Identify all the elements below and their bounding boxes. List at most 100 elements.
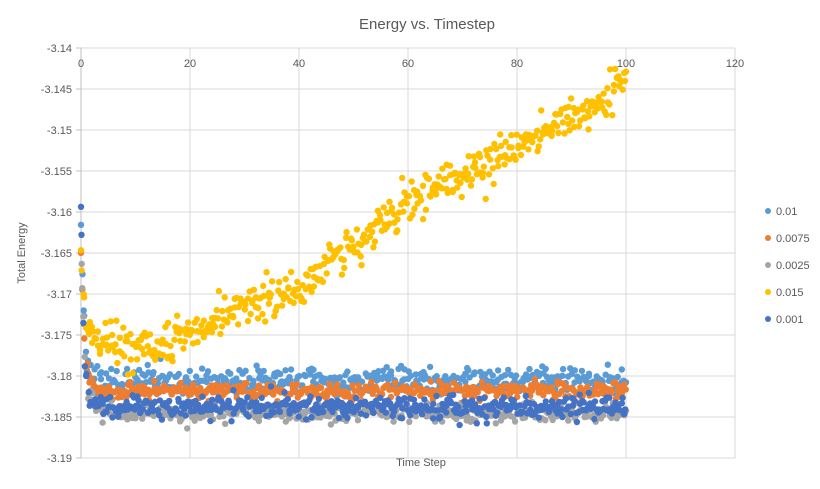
scatter-point — [252, 391, 260, 398]
scatter-point — [90, 328, 97, 335]
scatter-point — [494, 409, 501, 416]
scatter-point — [565, 417, 572, 424]
scatter-point — [408, 178, 415, 185]
scatter-point — [583, 413, 590, 420]
legend-label: 0.015 — [776, 287, 804, 299]
scatter-point — [585, 389, 592, 397]
scatter-point — [371, 238, 379, 245]
scatter-point — [159, 351, 167, 359]
series-0.001 — [77, 203, 629, 429]
scatter-point — [323, 393, 331, 400]
scatter-point — [399, 405, 406, 412]
scatter-point — [559, 365, 567, 373]
scatter-point — [127, 330, 134, 338]
legend-item-0.0025[interactable]: 0.0025 — [765, 260, 810, 272]
scatter-point — [343, 228, 350, 236]
scatter-point — [228, 418, 235, 425]
scatter-point — [123, 393, 130, 401]
scatter-point — [132, 415, 139, 422]
scatter-point — [516, 402, 524, 409]
scatter-point — [107, 318, 114, 325]
scatter-point — [103, 334, 111, 341]
scatter-point — [542, 122, 550, 130]
y-tick-label: -3.18 — [47, 371, 72, 383]
y-tick-label: -3.16 — [47, 207, 72, 219]
scatter-point — [487, 156, 494, 163]
x-tick-label: 100 — [617, 58, 635, 70]
scatter-point — [242, 367, 249, 374]
scatter-point — [489, 372, 496, 379]
scatter-point — [270, 409, 278, 416]
scatter-point — [479, 169, 487, 177]
scatter-point — [166, 371, 174, 378]
legend-item-0.001[interactable]: 0.001 — [765, 314, 804, 326]
scatter-point — [286, 410, 293, 417]
scatter-point — [265, 402, 273, 409]
scatter-point — [375, 368, 382, 375]
scatter-point — [92, 335, 100, 342]
scatter-point — [386, 220, 393, 227]
legend-label: 0.0025 — [776, 260, 810, 272]
scatter-point — [121, 353, 128, 360]
scatter-point — [400, 208, 407, 215]
scatter-point — [78, 267, 85, 274]
scatter-point — [308, 413, 315, 421]
scatter-point — [280, 381, 287, 388]
y-tick-label: -3.165 — [41, 248, 72, 260]
scatter-point — [287, 268, 295, 276]
scatter-point — [290, 299, 297, 306]
legend-item-0.0075[interactable]: 0.0075 — [765, 233, 810, 245]
scatter-point — [380, 204, 387, 211]
x-tick-label: 120 — [726, 58, 744, 70]
scatter-point — [580, 399, 587, 406]
scatter-point — [443, 402, 450, 409]
scatter-point — [606, 394, 613, 401]
scatter-point — [598, 98, 605, 105]
scatter-point — [175, 398, 182, 405]
scatter-point — [276, 278, 283, 286]
scatter-point — [344, 414, 351, 422]
scatter-point — [187, 391, 195, 398]
x-tick-label: 80 — [511, 58, 523, 70]
scatter-point — [250, 377, 257, 384]
scatter-point — [321, 375, 329, 383]
scatter-point — [169, 358, 176, 365]
scatter-point — [537, 136, 544, 143]
legend-item-0.01[interactable]: 0.01 — [765, 206, 797, 218]
scatter-point — [462, 378, 469, 386]
scatter-point — [510, 397, 517, 404]
scatter-point — [542, 417, 549, 424]
legend-marker-icon — [765, 262, 771, 268]
scatter-point — [508, 144, 515, 151]
scatter-point — [217, 382, 225, 390]
legend-label: 0.01 — [776, 206, 797, 218]
scatter-point — [573, 418, 581, 426]
scatter-point — [250, 286, 258, 293]
scatter-point — [618, 400, 625, 407]
scatter-point — [224, 319, 231, 326]
scatter-point — [282, 275, 289, 283]
scatter-point — [439, 165, 446, 172]
legend-item-0.015[interactable]: 0.015 — [765, 287, 804, 299]
scatter-point — [180, 345, 187, 352]
scatter-point — [102, 370, 110, 377]
scatter-point — [405, 193, 413, 200]
scatter-point — [191, 407, 198, 414]
scatter-point — [419, 215, 427, 223]
scatter-point — [194, 338, 201, 346]
scatter-point — [94, 363, 101, 370]
scatter-point — [118, 393, 126, 401]
scatter-point — [553, 122, 561, 130]
scatter-point — [386, 198, 393, 205]
scatter-point — [376, 212, 384, 219]
scatter-point — [569, 117, 576, 124]
scatter-point — [77, 203, 85, 210]
scatter-point — [567, 95, 575, 102]
scatter-point — [621, 77, 629, 85]
scatter-point — [271, 313, 278, 320]
scatter-point — [426, 363, 434, 371]
scatter-point — [112, 341, 119, 348]
scatter-point — [81, 363, 89, 370]
scatter-point — [208, 328, 216, 336]
scatter-point — [80, 294, 88, 301]
